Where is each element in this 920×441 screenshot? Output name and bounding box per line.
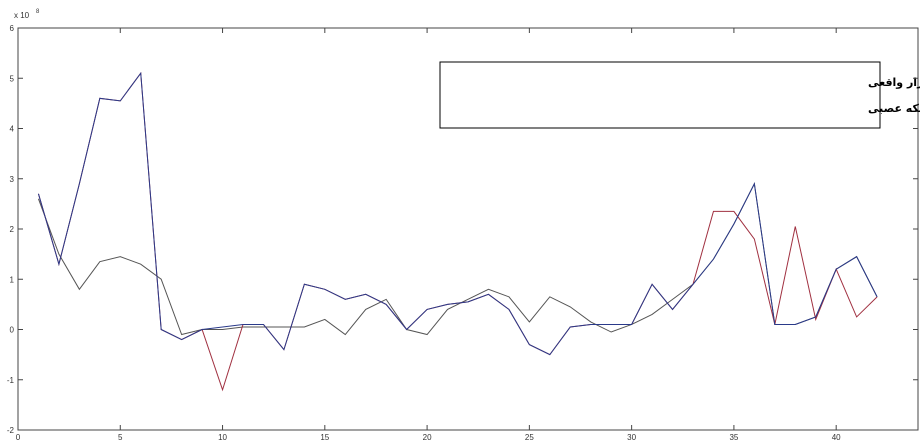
x-tick-label: 40	[832, 433, 841, 441]
x-tick-label: 30	[627, 433, 636, 441]
legend-line: خط آبی تلاطم بازار واقعی	[868, 75, 920, 89]
y-tick-label: 3	[10, 175, 15, 184]
x-tick-label: 5	[118, 433, 123, 441]
y-tick-label: 6	[10, 24, 15, 33]
legend-line: خط قرمز تلاطم بازار پیش بینی شده به روش …	[868, 102, 920, 115]
series-line	[37, 71, 878, 356]
x-tick-label: 20	[423, 433, 432, 441]
y-tick-label: 0	[10, 326, 15, 335]
legend-box	[439, 61, 881, 129]
y-multiplier: x 10	[14, 11, 30, 20]
x-tick-label: 0	[16, 433, 21, 441]
y-tick-label: 4	[10, 125, 15, 134]
x-tick-label: 10	[218, 433, 227, 441]
x-tick-label: 25	[525, 433, 534, 441]
y-tick-label: 2	[10, 225, 15, 234]
y-tick-label: -2	[7, 426, 15, 435]
y-tick-label: 1	[10, 275, 15, 284]
x-tick-label: 35	[729, 433, 738, 441]
y-tick-label: -1	[7, 376, 15, 385]
y-multiplier-exponent: 8	[36, 9, 40, 15]
y-tick-label: 5	[10, 74, 15, 83]
x-tick-label: 15	[320, 433, 329, 441]
